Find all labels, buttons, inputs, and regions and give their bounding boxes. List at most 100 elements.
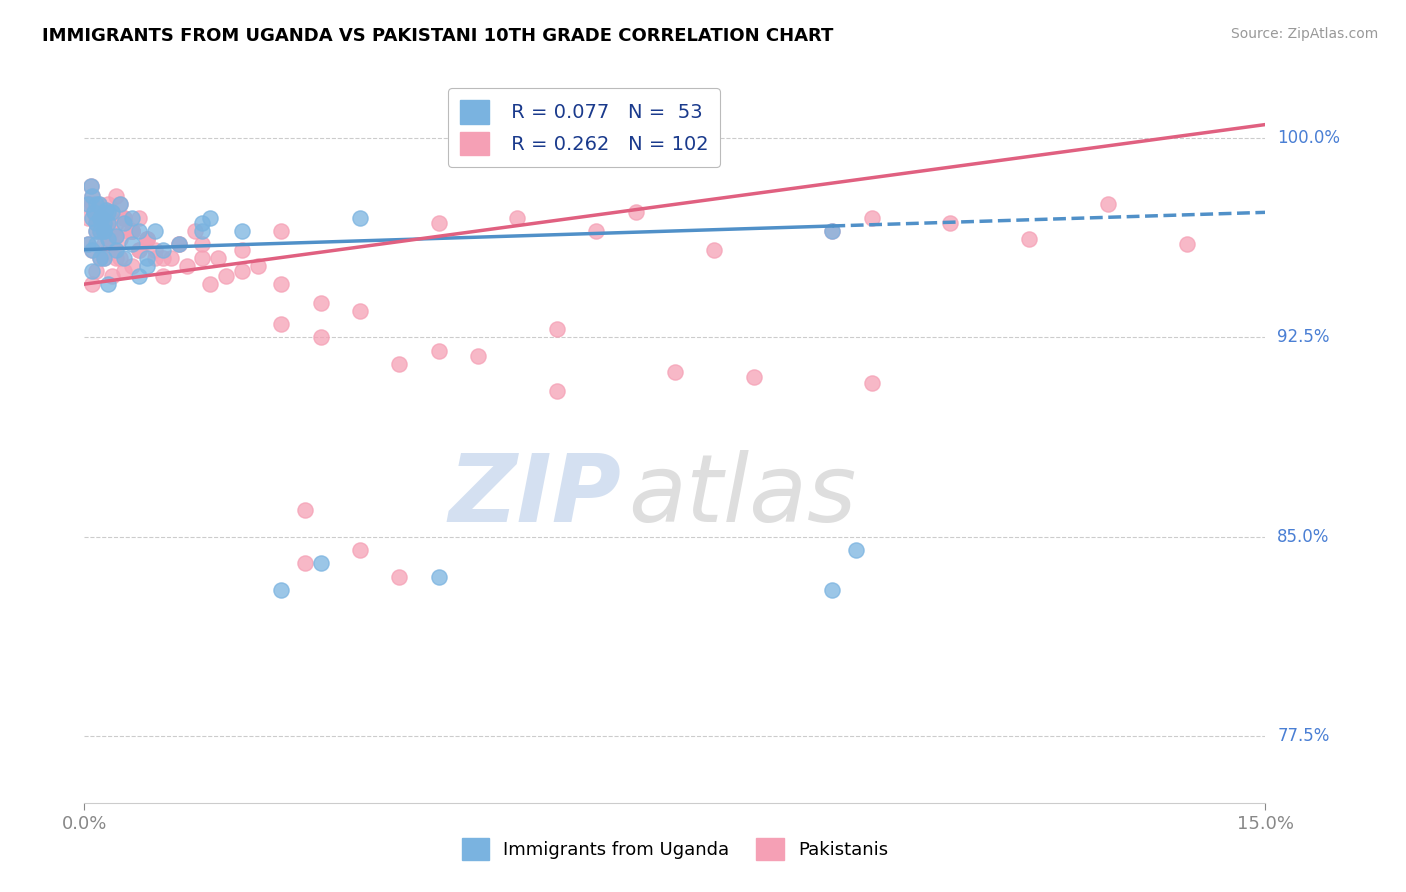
Point: [821, 224, 844, 238]
Point: [427, 343, 450, 358]
Point: [108, 251, 131, 265]
Text: 85.0%: 85.0%: [1277, 528, 1330, 546]
Point: [83, 205, 105, 219]
Point: [152, 269, 174, 284]
Point: [89, 211, 111, 225]
Point: [207, 251, 229, 265]
Point: [703, 243, 725, 257]
Point: [77, 197, 100, 211]
Point: [117, 224, 139, 238]
Point: [294, 557, 316, 571]
Point: [84, 216, 107, 230]
Text: 100.0%: 100.0%: [1277, 128, 1340, 147]
Point: [624, 205, 647, 219]
Point: [136, 232, 159, 246]
Point: [1097, 197, 1119, 211]
Point: [1175, 237, 1198, 252]
Point: [121, 237, 143, 252]
Point: [82, 189, 104, 203]
Point: [112, 251, 135, 265]
Point: [427, 570, 450, 584]
Point: [82, 189, 104, 203]
Point: [167, 237, 190, 252]
Point: [112, 211, 135, 225]
Point: [664, 365, 686, 379]
Point: [742, 370, 765, 384]
Point: [121, 224, 143, 238]
Point: [215, 269, 238, 284]
Point: [160, 251, 183, 265]
Point: [89, 251, 111, 265]
Point: [860, 211, 883, 225]
Point: [97, 205, 120, 219]
Point: [136, 232, 159, 246]
Point: [200, 277, 222, 292]
Point: [84, 216, 107, 230]
Point: [87, 197, 110, 211]
Point: [183, 224, 205, 238]
Point: [167, 237, 190, 252]
Point: [246, 259, 269, 273]
Point: [104, 189, 127, 203]
Point: [87, 197, 110, 211]
Point: [97, 216, 120, 230]
Point: [108, 197, 131, 211]
Point: [82, 277, 104, 292]
Point: [309, 557, 332, 571]
Point: [89, 216, 111, 230]
Point: [82, 264, 104, 278]
Point: [93, 216, 115, 230]
Point: [93, 216, 115, 230]
Point: [112, 216, 135, 230]
Point: [191, 224, 214, 238]
Point: [93, 224, 115, 238]
Point: [101, 205, 124, 219]
Point: [128, 224, 150, 238]
Point: [191, 237, 214, 252]
Point: [860, 376, 883, 390]
Point: [546, 384, 568, 398]
Point: [821, 224, 844, 238]
Point: [309, 330, 332, 344]
Point: [82, 197, 104, 211]
Point: [77, 211, 100, 225]
Point: [93, 251, 115, 265]
Point: [128, 243, 150, 257]
Point: [84, 224, 107, 238]
Point: [84, 224, 107, 238]
Point: [89, 224, 111, 238]
Point: [108, 197, 131, 211]
Point: [89, 251, 111, 265]
Point: [83, 205, 105, 219]
Point: [121, 224, 143, 238]
Point: [101, 205, 124, 219]
Point: [77, 237, 100, 252]
Text: IMMIGRANTS FROM UGANDA VS PAKISTANI 10TH GRADE CORRELATION CHART: IMMIGRANTS FROM UGANDA VS PAKISTANI 10TH…: [42, 27, 834, 45]
Point: [349, 543, 371, 558]
Point: [93, 224, 115, 238]
Point: [104, 243, 127, 257]
Point: [84, 237, 107, 252]
Point: [388, 357, 411, 371]
Point: [121, 259, 143, 273]
Point: [82, 243, 104, 257]
Point: [101, 269, 124, 284]
Point: [79, 178, 101, 193]
Point: [309, 295, 332, 310]
Point: [143, 243, 166, 257]
Point: [152, 243, 174, 257]
Point: [821, 582, 844, 597]
Point: [128, 243, 150, 257]
Point: [84, 264, 107, 278]
Point: [96, 202, 118, 217]
Point: [104, 216, 127, 230]
Point: [136, 251, 159, 265]
Point: [121, 211, 143, 225]
Point: [136, 259, 159, 273]
Point: [89, 224, 111, 238]
Point: [112, 211, 135, 225]
Point: [89, 211, 111, 225]
Point: [112, 211, 135, 225]
Point: [176, 259, 198, 273]
Point: [231, 264, 253, 278]
